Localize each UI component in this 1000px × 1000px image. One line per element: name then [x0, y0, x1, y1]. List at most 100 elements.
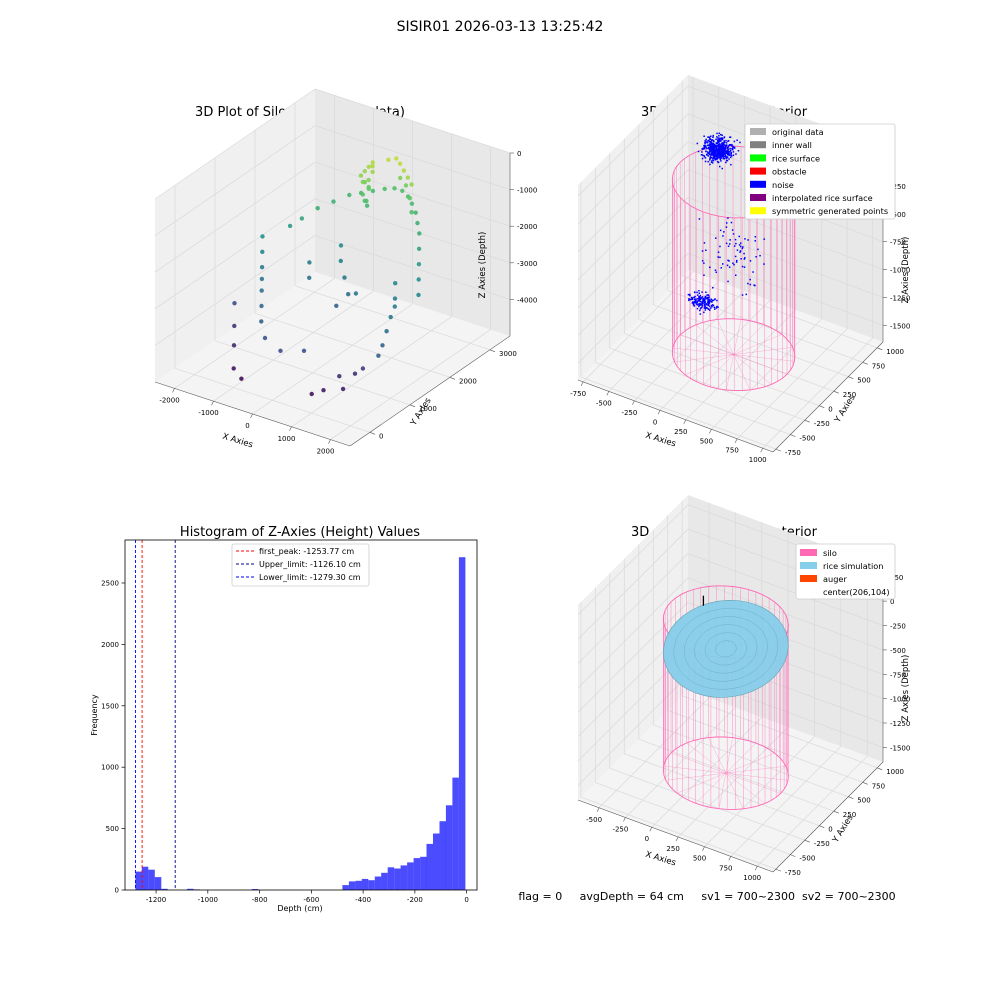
- noise-point: [708, 148, 711, 151]
- histogram-bar: [433, 833, 440, 890]
- noise-point: [729, 239, 731, 241]
- noise-point: [727, 148, 730, 150]
- y-tick: [449, 377, 456, 380]
- noise-point: [711, 299, 713, 301]
- z-gridline: [577, 169, 689, 280]
- noise-point: [719, 156, 721, 159]
- noise-point: [717, 146, 720, 149]
- noise-point: [707, 296, 709, 299]
- raw-data-point: [409, 210, 414, 215]
- noise-point: [708, 305, 711, 307]
- noise-point: [716, 157, 718, 159]
- noise-point: [730, 152, 732, 155]
- y-gridline: [682, 695, 878, 769]
- legend-swatch: [800, 549, 817, 556]
- classify-plot-xlabel: X Axies: [644, 431, 677, 450]
- noise-point: [713, 154, 715, 156]
- noise-point: [731, 147, 733, 150]
- noise-point: [713, 306, 716, 309]
- noise-point: [719, 147, 722, 149]
- noise-point: [704, 306, 706, 308]
- noise-point: [725, 161, 727, 164]
- z-gridline: [154, 235, 316, 346]
- noise-point: [724, 147, 726, 150]
- silo-floor-spoke: [708, 737, 726, 774]
- noise-point: [707, 303, 710, 305]
- silo-floor-spoke: [725, 766, 786, 774]
- histogram-bar: [251, 889, 259, 890]
- noise-point: [701, 291, 703, 293]
- silo-floor-spoke: [674, 354, 734, 363]
- silo-floor-spoke: [733, 324, 764, 355]
- y-tick: [833, 390, 839, 394]
- raw-plot-xlabel: X Axies: [221, 432, 254, 451]
- raw-data-point: [416, 262, 422, 267]
- y-tick: [790, 854, 796, 857]
- noise-point: [708, 309, 711, 311]
- raw-data-point: [416, 246, 422, 251]
- noise-point: [698, 290, 700, 292]
- noise-point: [701, 148, 703, 150]
- y-gridline: [254, 312, 451, 378]
- silo-floor-spoke: [733, 354, 751, 390]
- noise-point: [723, 143, 725, 145]
- noise-point: [707, 152, 709, 154]
- noise-point: [717, 154, 720, 156]
- noise-point: [715, 271, 717, 273]
- x-tick-label: -400: [355, 896, 371, 904]
- raw-data-point: [366, 177, 371, 183]
- raw-data-point: [260, 249, 265, 254]
- noise-point: [721, 149, 723, 152]
- noise-point: [704, 295, 707, 298]
- x-axis-line: [577, 379, 774, 453]
- histogram-bar: [355, 880, 362, 890]
- noise-point: [715, 145, 717, 148]
- x-gridline: [756, 755, 868, 867]
- raw-data-point: [287, 223, 293, 229]
- noise-point: [710, 143, 713, 145]
- noise-point: [706, 147, 708, 150]
- noise-point: [726, 264, 729, 267]
- noise-point: [729, 156, 732, 159]
- noise-point: [734, 238, 737, 241]
- histogram-bar: [413, 858, 421, 890]
- y-gridline: [580, 376, 777, 450]
- noise-point: [701, 296, 704, 298]
- z-gridline: [154, 125, 316, 236]
- noise-point: [710, 152, 712, 154]
- noise-point: [703, 242, 706, 244]
- x-tick-label: 250: [666, 845, 679, 853]
- raw-data-point: [259, 265, 265, 270]
- noise-point: [726, 222, 728, 224]
- x-tick: [289, 426, 292, 431]
- legend-swatch: [800, 562, 817, 569]
- noise-point: [723, 148, 725, 151]
- noise-point: [709, 266, 711, 269]
- noise-point: [707, 298, 710, 300]
- noise-point: [723, 140, 725, 142]
- z-tick-label: 0: [517, 150, 521, 158]
- x-tick: [606, 391, 610, 396]
- y-tick-label: 0: [115, 887, 119, 895]
- noise-point: [689, 298, 691, 301]
- noise-point: [720, 140, 722, 142]
- noise-point: [710, 135, 712, 137]
- noise-point: [720, 267, 722, 269]
- noise-point: [763, 263, 765, 265]
- silo-floor-spoke: [725, 737, 733, 774]
- noise-point: [714, 158, 716, 160]
- z-tick-label: -1000: [890, 267, 910, 275]
- raw-data-point: [384, 329, 389, 334]
- raw-data-point: [342, 275, 347, 280]
- noise-point: [696, 291, 698, 294]
- noise-point: [732, 262, 734, 264]
- noise-point: [717, 152, 719, 154]
- raw-data-point: [259, 276, 265, 282]
- x-gridline: [736, 328, 848, 439]
- histogram-bar: [135, 871, 142, 890]
- y-gridline: [609, 767, 805, 841]
- raw-data-point: [321, 388, 326, 393]
- noise-point: [727, 259, 729, 262]
- noise-point: [732, 148, 734, 151]
- y-tick: [819, 825, 825, 828]
